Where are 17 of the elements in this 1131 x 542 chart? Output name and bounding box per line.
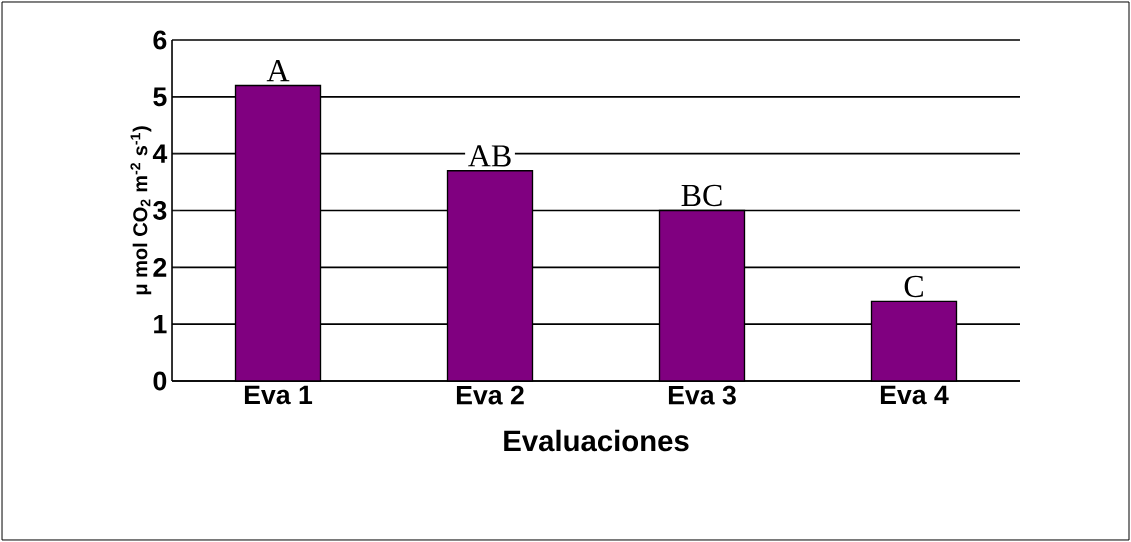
y-axis-title: μ mol CO$_{2}$ m$^{-2}$ s$^{-1}$)	[130, 126, 152, 295]
y-tick-label: 1	[154, 314, 167, 334]
annotation: BC	[681, 184, 722, 207]
annotation: A	[266, 60, 290, 82]
y-tick-label: 5	[153, 87, 167, 107]
x-tick-label: Eva 3	[668, 385, 736, 405]
y-tick-label: 3	[153, 201, 167, 220]
y-tick-label: 0	[153, 371, 167, 391]
x-axis-title: Evaluaciones	[504, 429, 689, 452]
annotation: AB	[468, 145, 511, 167]
y-tick-label: 2	[153, 258, 167, 277]
y-tick-label: 6	[153, 30, 167, 50]
x-tick-label: Eva 2	[456, 385, 524, 405]
annotation: C	[904, 275, 923, 298]
x-tick-label: Eva 4	[880, 385, 949, 405]
y-tick-label: 4	[152, 144, 168, 163]
x-tick-label: Eva 1	[244, 385, 313, 405]
